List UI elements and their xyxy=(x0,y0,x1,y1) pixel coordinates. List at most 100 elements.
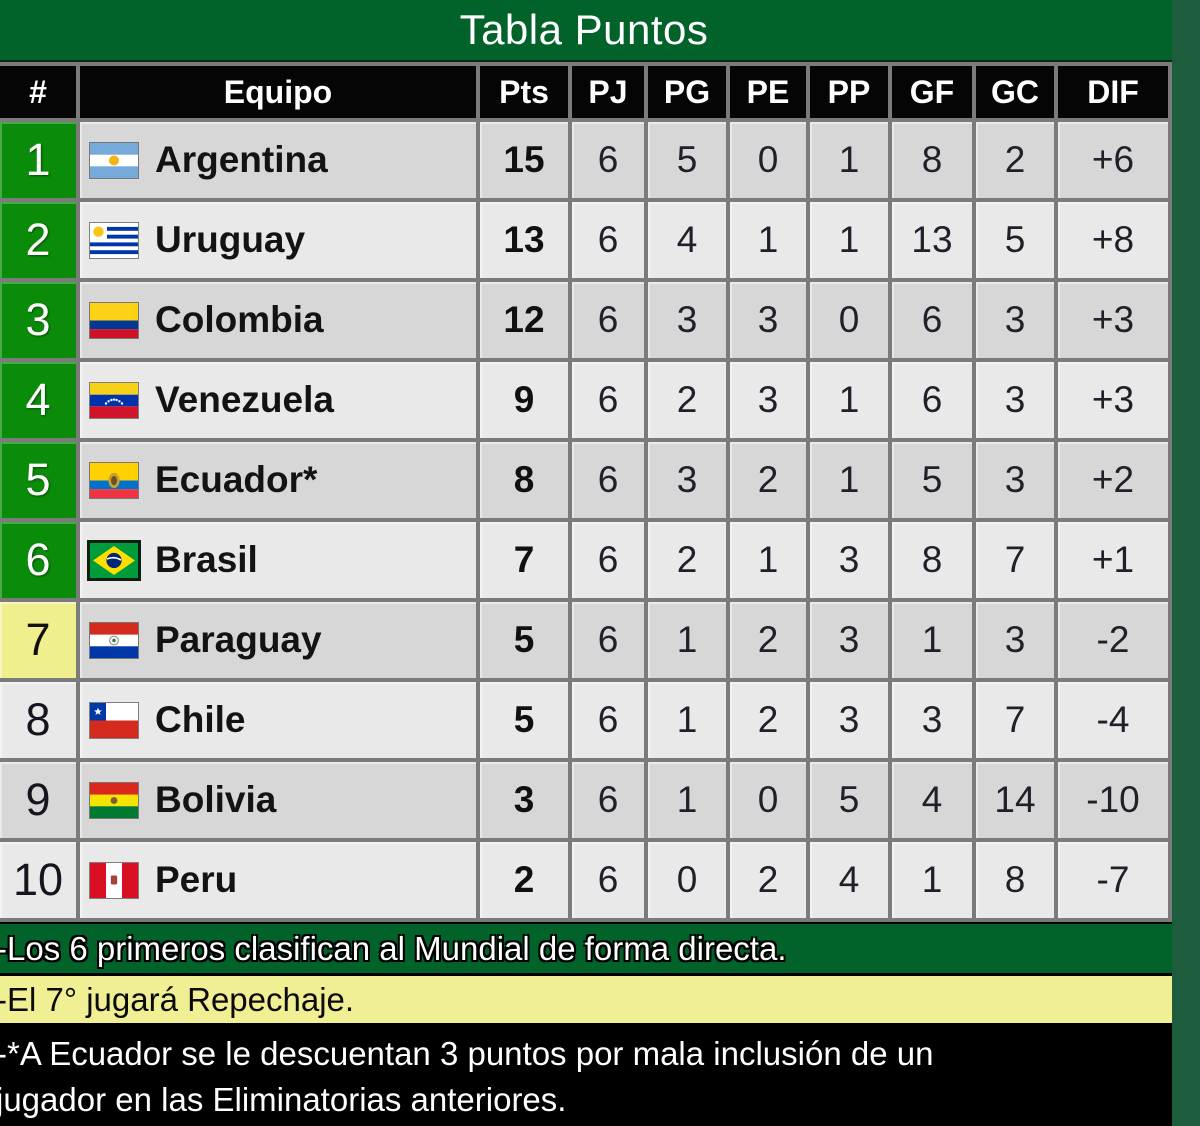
pg-cell: 1 xyxy=(644,678,730,762)
team-cell: Ecuador* xyxy=(76,438,480,522)
flag-argentina-icon xyxy=(90,142,138,178)
table-header-row: # Equipo Pts PJ PG PE PP GF GC DIF xyxy=(0,62,1172,122)
gf-cell: 4 xyxy=(888,758,976,842)
gf-cell: 1 xyxy=(888,838,976,922)
position-cell: 6 xyxy=(0,518,80,602)
pts-cell: 13 xyxy=(476,198,572,282)
pg-cell: 2 xyxy=(644,358,730,442)
pp-cell: 1 xyxy=(806,118,892,202)
position-cell: 3 xyxy=(0,278,80,362)
pp-cell: 1 xyxy=(806,438,892,522)
team-cell: Peru xyxy=(76,838,480,922)
team-name: Uruguay xyxy=(155,219,306,260)
pe-cell: 2 xyxy=(726,678,810,762)
pj-cell: 6 xyxy=(568,838,648,922)
pts-cell: 5 xyxy=(476,598,572,682)
gc-cell: 14 xyxy=(972,758,1058,842)
dif-cell: +1 xyxy=(1054,518,1172,602)
column-header-pos: # xyxy=(0,62,80,122)
gf-cell: 1 xyxy=(888,598,976,682)
position-cell: 5 xyxy=(0,438,80,522)
pts-cell: 15 xyxy=(476,118,572,202)
position-cell: 8 xyxy=(0,678,80,762)
flag-venezuela-icon xyxy=(90,382,138,418)
flag-colombia-icon xyxy=(90,302,138,338)
pe-cell: 0 xyxy=(726,118,810,202)
pe-cell: 1 xyxy=(726,518,810,602)
pe-cell: 2 xyxy=(726,598,810,682)
pts-cell: 3 xyxy=(476,758,572,842)
table-row-ecuador: 5 Ecuador* 8 6 3 2 1 5 3 +2 xyxy=(0,438,1172,522)
dif-cell: -4 xyxy=(1054,678,1172,762)
team-cell: Venezuela xyxy=(76,358,480,442)
pts-cell: 2 xyxy=(476,838,572,922)
table-row-brasil: 6 Brasil 7 6 2 1 3 8 7 +1 xyxy=(0,518,1172,602)
column-header-gf: GF xyxy=(888,62,976,122)
column-header-pg: PG xyxy=(644,62,730,122)
dif-cell: -10 xyxy=(1054,758,1172,842)
pts-cell: 9 xyxy=(476,358,572,442)
flag-ecuador-icon xyxy=(90,462,138,498)
table-row-uruguay: 2 Uruguay 13 6 4 1 1 13 5 +8 xyxy=(0,198,1172,282)
pe-cell: 0 xyxy=(726,758,810,842)
pj-cell: 6 xyxy=(568,278,648,362)
note-ecuador-penalty: -*A Ecuador se le descuentan 3 puntos po… xyxy=(0,1026,1172,1126)
gc-cell: 3 xyxy=(972,438,1058,522)
team-cell: Brasil xyxy=(76,518,480,602)
column-header-pe: PE xyxy=(726,62,810,122)
dif-cell: +2 xyxy=(1054,438,1172,522)
team-name: Chile xyxy=(155,699,246,740)
team-name: Colombia xyxy=(155,299,324,340)
pg-cell: 4 xyxy=(644,198,730,282)
note-direct-text: -Los 6 primeros clasifican al Mundial de… xyxy=(0,930,787,967)
flag-paraguay-icon xyxy=(90,622,138,658)
column-header-pts: Pts xyxy=(476,62,572,122)
team-name: Argentina xyxy=(155,139,328,180)
pp-cell: 0 xyxy=(806,278,892,362)
pe-cell: 1 xyxy=(726,198,810,282)
position-cell: 4 xyxy=(0,358,80,442)
team-name: Bolivia xyxy=(155,779,277,820)
gf-cell: 3 xyxy=(888,678,976,762)
pe-cell: 3 xyxy=(726,358,810,442)
position-cell: 9 xyxy=(0,758,80,842)
gf-cell: 13 xyxy=(888,198,976,282)
gf-cell: 8 xyxy=(888,518,976,602)
pj-cell: 6 xyxy=(568,518,648,602)
flag-brasil-icon xyxy=(90,542,138,578)
gc-cell: 8 xyxy=(972,838,1058,922)
pts-cell: 5 xyxy=(476,678,572,762)
table-row-argentina: 1 Argentina 15 6 5 0 1 8 2 +6 xyxy=(0,118,1172,202)
pts-cell: 7 xyxy=(476,518,572,602)
standings-table: # Equipo Pts PJ PG PE PP GF GC DIF 1 Argentina 15 6 5… xyxy=(0,62,1172,922)
column-header-equipo: Equipo xyxy=(76,62,480,122)
pp-cell: 1 xyxy=(806,198,892,282)
pp-cell: 3 xyxy=(806,678,892,762)
gf-cell: 8 xyxy=(888,118,976,202)
pe-cell: 2 xyxy=(726,838,810,922)
team-name: Ecuador* xyxy=(155,459,318,500)
pp-cell: 5 xyxy=(806,758,892,842)
table-row-bolivia: 9 Bolivia 3 6 1 0 5 4 14 -10 xyxy=(0,758,1172,842)
gc-cell: 3 xyxy=(972,278,1058,362)
pg-cell: 0 xyxy=(644,838,730,922)
note-direct-qualification: -Los 6 primeros clasifican al Mundial de… xyxy=(0,922,1172,976)
pe-cell: 3 xyxy=(726,278,810,362)
team-name: Peru xyxy=(155,859,238,900)
dif-cell: -2 xyxy=(1054,598,1172,682)
column-header-pp: PP xyxy=(806,62,892,122)
pg-cell: 1 xyxy=(644,758,730,842)
position-cell: 10 xyxy=(0,838,80,922)
pj-cell: 6 xyxy=(568,198,648,282)
pp-cell: 3 xyxy=(806,598,892,682)
team-cell: Colombia xyxy=(76,278,480,362)
table-row-chile: 8 Chile 5 6 1 2 3 3 7 -4 xyxy=(0,678,1172,762)
table-row-venezuela: 4 Venezuela 9 6 2 3 1 6 3 +3 xyxy=(0,358,1172,442)
pj-cell: 6 xyxy=(568,118,648,202)
gc-cell: 3 xyxy=(972,358,1058,442)
note-penalty-line2: jugador en las Eliminatorias anteriores. xyxy=(0,1081,567,1118)
pp-cell: 4 xyxy=(806,838,892,922)
pg-cell: 1 xyxy=(644,598,730,682)
flag-chile-icon xyxy=(90,702,138,738)
table-row-paraguay: 7 Paraguay 5 6 1 2 3 1 3 -2 xyxy=(0,598,1172,682)
